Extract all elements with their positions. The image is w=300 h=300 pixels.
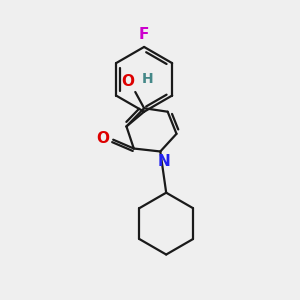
Text: O: O [96, 131, 109, 146]
Text: H: H [142, 72, 153, 86]
Text: O: O [121, 74, 134, 89]
Text: N: N [158, 154, 170, 169]
Text: F: F [139, 27, 149, 42]
